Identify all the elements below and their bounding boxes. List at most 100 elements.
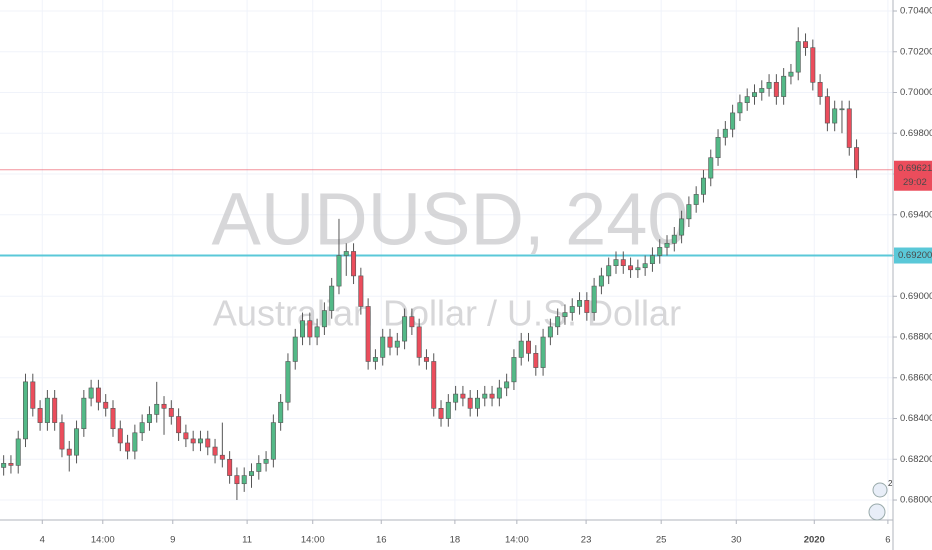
candle-body [657, 247, 663, 256]
candle-body [438, 408, 444, 419]
candle-body [569, 306, 575, 313]
candle-body [365, 306, 371, 362]
candle-body [343, 251, 349, 256]
candle-body [270, 422, 276, 460]
candle-body [803, 41, 809, 48]
candle-body [103, 401, 109, 409]
y-tick-label: 0.69000 [900, 291, 932, 302]
y-tick-label: 0.69400 [900, 209, 932, 220]
candle-body [234, 475, 240, 485]
candle-body [511, 357, 517, 383]
candle-body [533, 353, 539, 368]
y-tick-label: 0.69800 [900, 128, 932, 139]
candle-body [321, 310, 327, 328]
candle-body [154, 403, 160, 415]
candle-body [620, 259, 626, 267]
candle-body [256, 463, 262, 472]
candle-body [700, 177, 706, 195]
candle-body [416, 326, 422, 358]
candle-body [824, 96, 830, 124]
candle-body [445, 401, 451, 419]
candle-body [329, 285, 335, 311]
countdown-label: 29:02 [903, 177, 927, 188]
candle-body [606, 265, 612, 277]
price-badge-label: 0.69621 [898, 163, 932, 174]
candle-body [788, 71, 794, 77]
candle-body [110, 408, 116, 430]
candle-body [146, 414, 152, 423]
candle-body [409, 316, 415, 328]
candle-body [460, 393, 466, 399]
candle-body [744, 96, 750, 103]
price-badge [894, 160, 932, 191]
x-tick-label: 14:00 [301, 535, 325, 546]
x-tick-label: 14:00 [91, 535, 115, 546]
candle-body [474, 397, 480, 409]
candle-body [628, 265, 634, 271]
x-tick-label: 4 [40, 535, 45, 546]
candle-body [292, 336, 298, 362]
candle-body [547, 326, 553, 338]
candle-body [759, 88, 765, 93]
x-tick-label: 16 [376, 535, 387, 546]
candle-body [197, 438, 203, 444]
candle-body [59, 422, 65, 450]
candle-body [810, 47, 816, 83]
y-tick-label: 0.70000 [900, 87, 932, 98]
candle-body [671, 234, 677, 244]
y-tick-label: 0.68200 [900, 454, 932, 465]
candle-body [540, 336, 546, 368]
candle-body [161, 403, 167, 409]
candle-body [52, 397, 58, 423]
level-badge-label: 0.69200 [898, 250, 932, 261]
candle-body [730, 112, 736, 130]
candle-body [351, 251, 357, 277]
candle-body [642, 263, 648, 269]
watermark-subtitle: Australian Dollar / U.S. Dollar [213, 293, 681, 334]
candle-body [613, 259, 619, 267]
candle-body [227, 458, 233, 476]
candle-body [708, 157, 714, 179]
candle-body [285, 361, 291, 403]
candle-body [402, 316, 408, 342]
candle-body [219, 454, 225, 460]
candle-body [854, 147, 860, 171]
candle-body [23, 381, 29, 440]
x-tick-label: 11 [242, 535, 252, 546]
candle-body [839, 108, 845, 111]
candle-body [715, 137, 721, 159]
candle-body [95, 387, 101, 403]
candle-body [125, 442, 131, 452]
level-badge [894, 247, 932, 264]
x-tick-label: 25 [656, 535, 667, 546]
candle-body [358, 275, 364, 307]
event-icon [868, 503, 886, 521]
candle-body [686, 204, 692, 220]
candle-body [781, 75, 787, 97]
x-tick-label: 30 [731, 535, 742, 546]
candle-body [132, 432, 138, 452]
candle-body [8, 463, 14, 466]
candle-body [380, 336, 386, 358]
candle-body [664, 242, 670, 248]
candle-body [773, 82, 779, 97]
candle-body [190, 438, 196, 444]
candle-body [467, 397, 473, 409]
candle-body [504, 381, 510, 389]
y-tick-label: 0.68800 [900, 332, 932, 343]
candle-body [584, 300, 590, 313]
candle-body [577, 300, 583, 307]
candle-body [176, 416, 182, 434]
candle-body [336, 255, 342, 287]
y-tick-label: 0.68600 [900, 372, 932, 383]
candle-body [431, 361, 437, 409]
candle-body [817, 82, 823, 97]
candle-body [766, 82, 772, 89]
x-tick-label: 14:00 [505, 535, 529, 546]
candle-body [249, 471, 254, 476]
y-tick-label: 0.68000 [900, 495, 932, 506]
candle-body [168, 408, 174, 417]
candle-body [679, 218, 685, 236]
